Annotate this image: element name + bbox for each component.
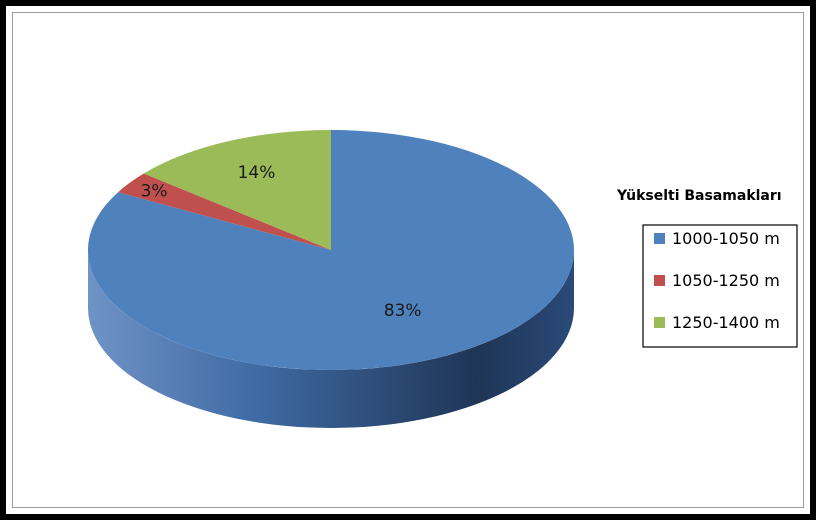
legend-label-1050-1250-m: 1050-1250 m xyxy=(672,271,780,290)
pie-labels-group: 83% 3% 14% xyxy=(141,163,422,321)
legend-box xyxy=(642,224,798,348)
data-label-1050-1250-m: 3% xyxy=(141,182,168,202)
legend-label-1000-1050-m: 1000-1050 m xyxy=(672,229,780,248)
pie-top-group xyxy=(87,130,574,371)
legend-swatch-1050-1250-m xyxy=(654,275,665,286)
data-label-1000-1050-m: 83% xyxy=(384,301,422,321)
pie-slice-1050-1250-m xyxy=(118,173,331,250)
legend-swatch-1000-1050-m xyxy=(654,233,665,244)
chart-area xyxy=(12,12,804,508)
legend-title: Yükselti Basamakları xyxy=(616,188,782,204)
pie-side-1000-1050-m xyxy=(88,250,574,428)
legend-swatch-1250-1400-m xyxy=(654,317,665,328)
pie-side-group xyxy=(88,250,574,428)
legend-items: 1000-1050 m 1050-1250 m 1250-1400 m xyxy=(654,229,780,332)
pie-slice-1000-1050-m xyxy=(87,130,574,371)
pie-slice-1250-1400-m xyxy=(143,130,331,250)
data-label-1250-1400-m: 14% xyxy=(238,163,276,183)
legend: Yükselti Basamakları 1000-1050 m 1050-125… xyxy=(616,188,798,348)
legend-label-1250-1400-m: 1250-1400 m xyxy=(672,313,780,332)
